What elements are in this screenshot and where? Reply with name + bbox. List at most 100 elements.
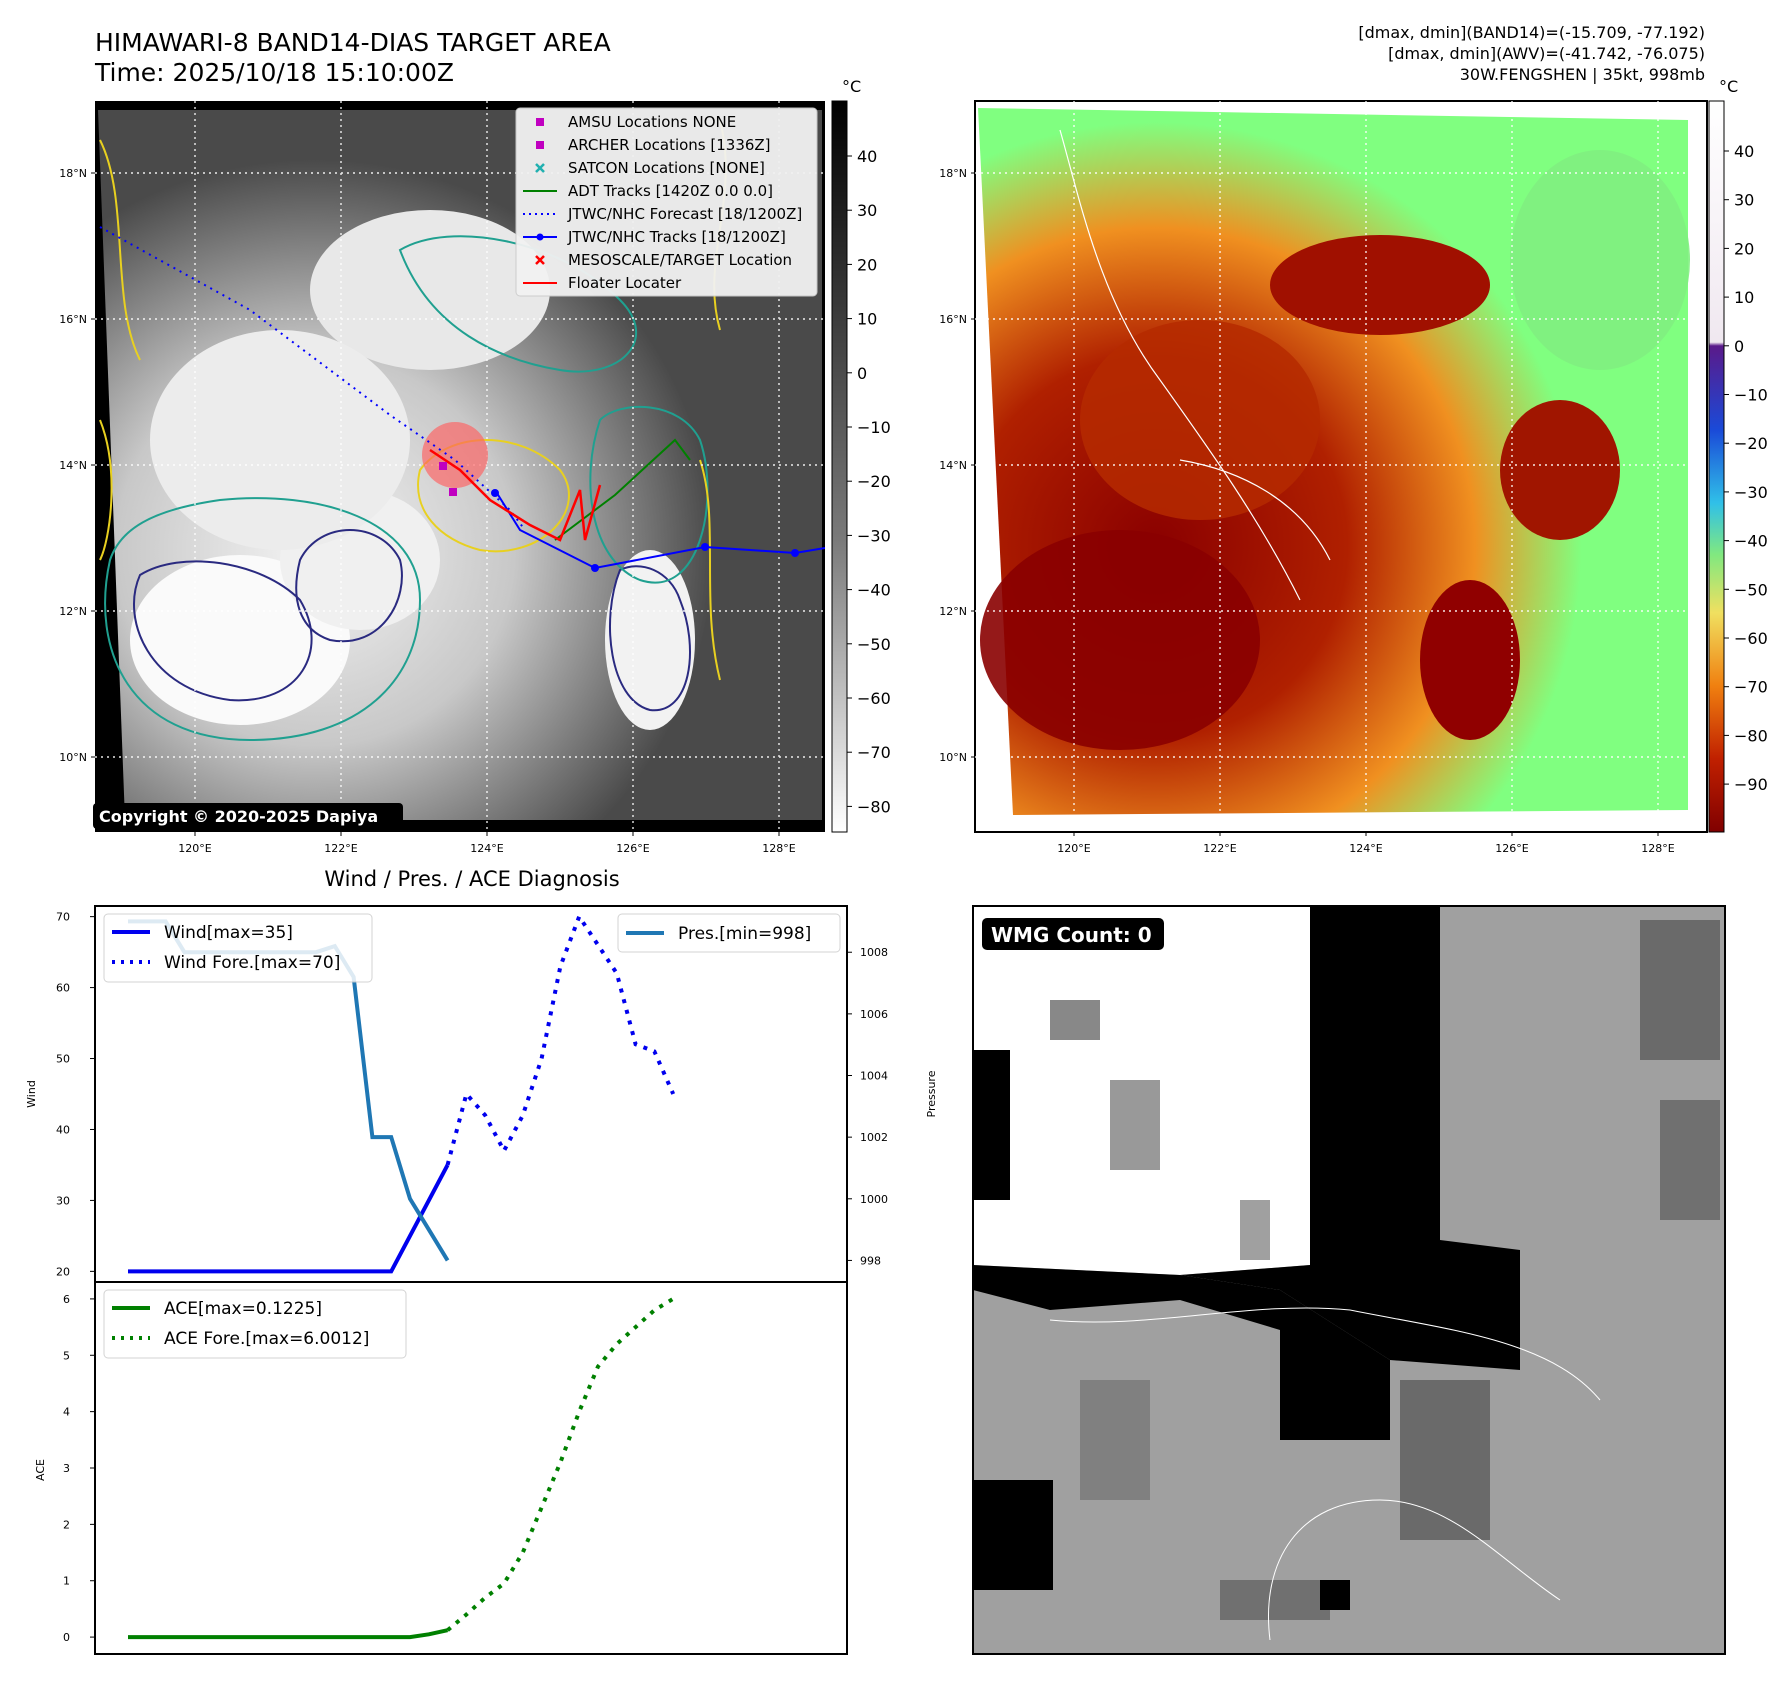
ace-y-tick-label: 2 xyxy=(63,1518,70,1531)
ace-y-tick-label: 5 xyxy=(63,1349,70,1362)
ir-lat-label: 14°N xyxy=(59,459,87,472)
awv-colorbar: °C 40 30 20 10 0 −10 −20 −30 −40 −50 −60 −70 −80 −90 xyxy=(1708,77,1768,833)
ir-legend-label: AMSU Locations NONE xyxy=(568,113,736,131)
ace-y-tick-label: 1 xyxy=(63,1575,70,1588)
ace-forecast-series-line xyxy=(446,1297,675,1632)
ir-colorbar-label: 40 xyxy=(857,147,877,166)
wind-series-line xyxy=(128,1163,450,1274)
awv-colorbar-label: −50 xyxy=(1734,580,1768,599)
ir-legend: AMSU Locations NONE ARCHER Locations [133… xyxy=(515,107,818,297)
wind-forecast-series-line xyxy=(445,912,676,1166)
wind-y-tick-label: 30 xyxy=(56,1194,70,1207)
ir-lon-label: 126°E xyxy=(616,842,649,855)
wmg-panel: WMG Count: 0 xyxy=(972,905,1726,1655)
ir-colorbar-label: −50 xyxy=(857,635,891,654)
ir-colorbar-unit: °C xyxy=(842,77,861,96)
ir-colorbar-label: −70 xyxy=(857,743,891,762)
awv-colorbar-label: 40 xyxy=(1734,142,1754,161)
info-line2: [dmax, dmin](AWV)=(-41.742, -76.075) xyxy=(1388,44,1705,63)
info-line3: 30W.FENGSHEN | 35kt, 998mb xyxy=(1460,65,1705,84)
legend-wind-forecast: Wind Fore.[max=70] xyxy=(164,953,340,973)
ace-series-line xyxy=(128,1628,449,1640)
ir-colorbar-label: −60 xyxy=(857,689,891,708)
awv-colorbar-label: −60 xyxy=(1734,629,1768,648)
pressure-y-tick-label: 1006 xyxy=(860,1008,888,1021)
awv-lon-label: 128°E xyxy=(1641,842,1674,855)
awv-colorbar-label: 10 xyxy=(1734,288,1754,307)
awv-colorbar-label: −90 xyxy=(1734,775,1768,794)
awv-colorbar-label: 0 xyxy=(1734,337,1744,356)
wind-y-tick-label: 20 xyxy=(56,1265,70,1278)
ir-colorbar: °C 40 30 20 10 0 −10 −20 −30 −40 −50 −60 −70 −80 xyxy=(831,77,891,833)
awv-lat-label: 16°N xyxy=(939,313,967,326)
ir-legend-label: MESOSCALE/TARGET Location xyxy=(568,251,792,269)
awv-colorbar-label: −70 xyxy=(1734,678,1768,697)
ir-colorbar-label: −10 xyxy=(857,418,891,437)
awv-lon-label: 126°E xyxy=(1495,842,1528,855)
ir-lat-label: 12°N xyxy=(59,605,87,618)
ace-legend: ACE[max=0.1225] ACE Fore.[max=6.0012] xyxy=(103,1289,407,1359)
ir-colorbar-label: −30 xyxy=(857,526,891,545)
ace-y-tick-label: 4 xyxy=(63,1406,70,1419)
info-line1: [dmax, dmin](BAND14)=(-15.709, -77.192) xyxy=(1358,23,1705,42)
ir-legend-label: SATCON Locations [NONE] xyxy=(568,159,765,177)
ir-colorbar-label: 0 xyxy=(857,364,867,383)
figure-title-line2: Time: 2025/10/18 15:10:00Z xyxy=(94,58,454,87)
ir-colorbar-label: −40 xyxy=(857,581,891,600)
legend-x-marker xyxy=(535,255,545,265)
ace-chart: 6 5 4 3 2 1 0 ACE ACE[max=0.1225] ACE Fore.[ma… xyxy=(34,1281,848,1655)
awv-lon-label: 120°E xyxy=(1057,842,1090,855)
ir-legend-label: Floater Locater xyxy=(568,274,682,292)
awv-lon-label: 124°E xyxy=(1349,842,1382,855)
ace-y-tick-label: 3 xyxy=(63,1462,70,1475)
pressure-y-tick-label: 1004 xyxy=(860,1070,888,1083)
pressure-y-tick-label: 1002 xyxy=(860,1131,888,1144)
ace-axis-label: ACE xyxy=(34,1459,47,1481)
awv-colorbar-label: 20 xyxy=(1734,239,1754,258)
awv-lon-label: 122°E xyxy=(1203,842,1236,855)
ir-lat-label: 18°N xyxy=(59,167,87,180)
diagnosis-title: Wind / Pres. / ACE Diagnosis xyxy=(324,867,619,891)
awv-lat-label: 18°N xyxy=(939,167,967,180)
wind-y-tick-label: 70 xyxy=(56,911,70,924)
ir-lon-label: 128°E xyxy=(762,842,795,855)
ir-colorbar-label: −80 xyxy=(857,797,891,816)
legend-square-marker xyxy=(536,141,544,149)
wind-y-tick-label: 50 xyxy=(56,1053,70,1066)
awv-map-panel xyxy=(974,100,1708,833)
copyright-text: Copyright © 2020-2025 Dapiya xyxy=(99,807,378,826)
awv-colorbar-label: −10 xyxy=(1734,386,1768,405)
wind-legend: Wind[max=35] Wind Fore.[max=70] xyxy=(103,913,373,983)
ir-lon-label: 120°E xyxy=(178,842,211,855)
ace-y-tick-label: 6 xyxy=(63,1293,70,1306)
figure-title-line1: HIMAWARI-8 BAND14-DIAS TARGET AREA xyxy=(95,28,611,57)
legend-ace: ACE[max=0.1225] xyxy=(164,1299,322,1319)
ir-lat-label: 10°N xyxy=(59,751,87,764)
legend-ace-forecast: ACE Fore.[max=6.0012] xyxy=(164,1329,369,1349)
legend-square-marker xyxy=(536,118,544,126)
pressure-axis-label: Pressure xyxy=(925,1070,938,1117)
ir-legend-label: ARCHER Locations [1336Z] xyxy=(568,136,771,154)
ace-y-tick-label: 0 xyxy=(63,1631,70,1644)
ir-lon-label: 124°E xyxy=(470,842,503,855)
wmg-count-badge: WMG Count: 0 xyxy=(991,923,1152,947)
ir-colorbar-label: 30 xyxy=(857,201,877,220)
ir-legend-label: ADT Tracks [1420Z 0.0 0.0] xyxy=(568,182,773,200)
awv-colorbar-label: −80 xyxy=(1734,726,1768,745)
awv-colorbar-label: −20 xyxy=(1734,434,1768,453)
awv-lat-label: 14°N xyxy=(939,459,967,472)
awv-colorbar-label: −40 xyxy=(1734,532,1768,551)
legend-wind: Wind[max=35] xyxy=(164,923,293,943)
pressure-y-tick-label: 1000 xyxy=(860,1193,888,1206)
wind-y-tick-label: 60 xyxy=(56,982,70,995)
ir-lat-label: 16°N xyxy=(59,313,87,326)
ir-colorbar-label: −20 xyxy=(857,472,891,491)
pressure-legend: Pres.[min=998] xyxy=(617,913,841,953)
pressure-y-tick-label: 998 xyxy=(860,1254,881,1267)
ir-colorbar-label: 10 xyxy=(857,310,877,329)
pressure-y-tick-label: 1008 xyxy=(860,946,888,959)
legend-pressure: Pres.[min=998] xyxy=(678,924,811,944)
legend-x-marker xyxy=(535,163,545,173)
awv-colorbar-label: 30 xyxy=(1734,191,1754,210)
